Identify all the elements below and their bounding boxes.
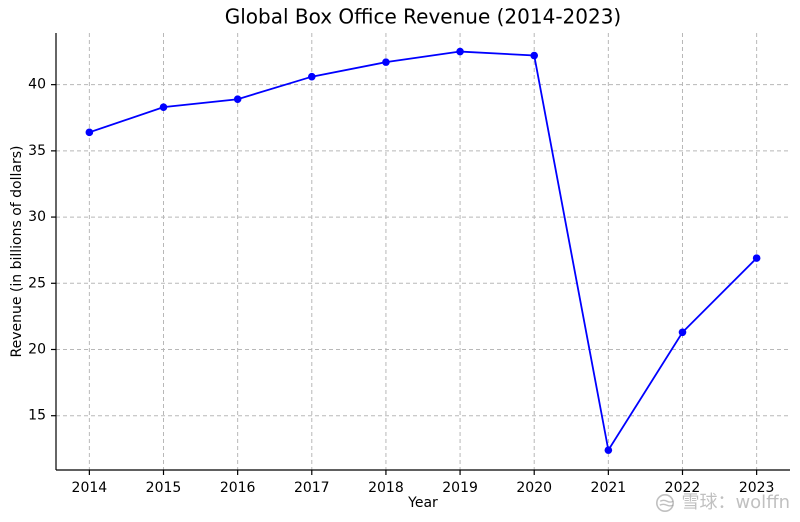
data-point [159,103,168,111]
data-point [752,254,761,262]
data-point [382,58,390,66]
data-point [456,47,464,56]
y-tick-label: 40 [28,77,46,93]
x-tick-label: 2017 [294,480,330,496]
text-layer: 2014 2015 2016 2017 2018 2019 2020 2021 2022 2023… [9,5,774,512]
y-tick-label: 20 [28,341,46,357]
data-point [307,72,316,81]
x-tick-label: 2023 [739,480,775,496]
x-tick-label: 2018 [368,480,404,496]
x-tick-label: 2014 [72,480,108,496]
data-point [233,95,242,104]
grid-layer [56,33,790,470]
data-point [604,446,613,454]
data-point [678,328,687,337]
x-tick-label: 2019 [442,480,478,496]
y-axis-label: Revenue (in billions of dollars) [9,146,25,358]
x-tick-label: 2015 [146,480,182,496]
y-tick-label: 30 [28,209,46,225]
series-line [89,50,758,453]
x-tick-label: 2016 [220,480,256,496]
data-point [85,128,94,137]
x-tick-label: 2020 [516,480,552,496]
x-tick-label: 2021 [591,480,627,496]
x-axis-label: Year [407,495,438,511]
y-tick-label: 15 [28,408,46,424]
chart-title: Global Box Office Revenue (2014-2023) [225,5,622,29]
series-layer [85,47,761,454]
y-tick-label: 35 [28,143,46,159]
data-point [530,51,539,60]
y-tick-label: 25 [28,275,46,291]
axes-layer [51,33,790,475]
x-tick-label: 2022 [665,480,701,496]
